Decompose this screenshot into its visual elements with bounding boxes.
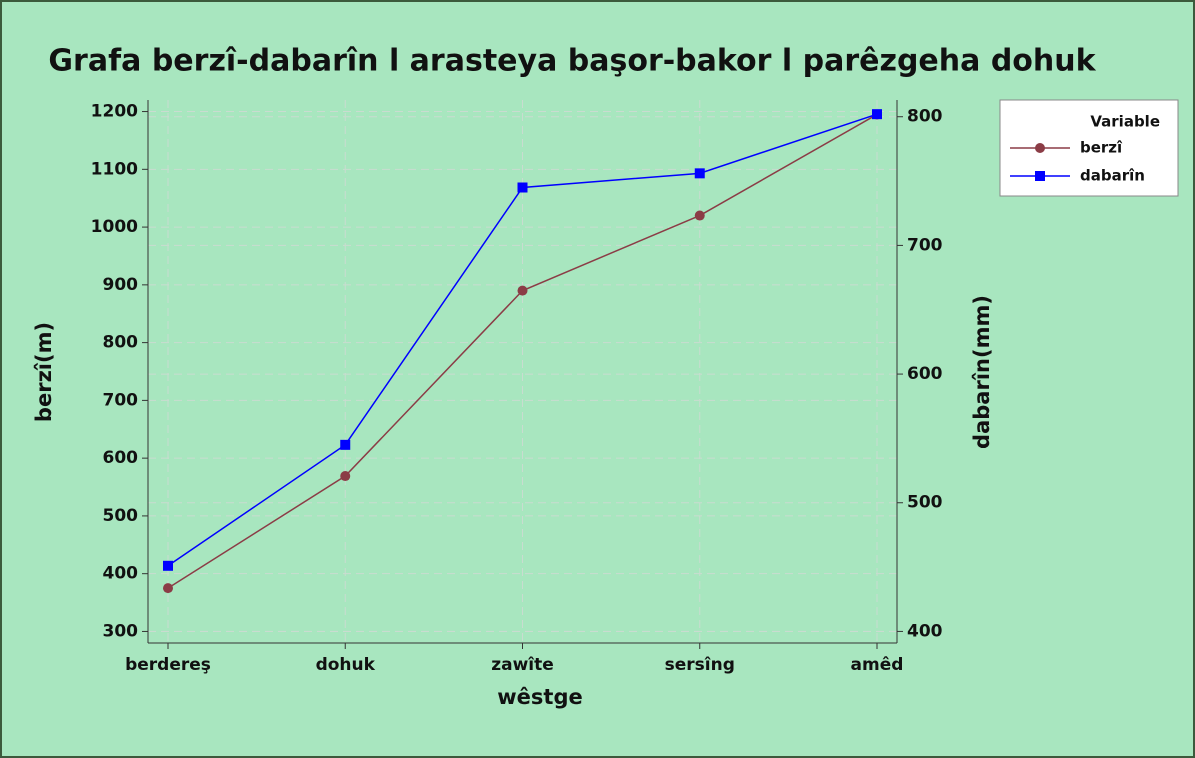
y-tick-label: 1100	[91, 159, 138, 179]
y2-tick-label: 400	[907, 621, 943, 641]
point	[872, 109, 882, 120]
legend-title: Variable	[1090, 113, 1160, 131]
y-tick-label: 600	[103, 448, 139, 468]
point	[694, 210, 705, 221]
y-axis-label: berzî(m)	[32, 322, 56, 422]
y-tick-label: 1200	[91, 102, 138, 122]
x-tick-label: sersîng	[665, 655, 735, 675]
point	[517, 182, 528, 193]
y-tick-label: 700	[103, 390, 139, 410]
x-axis-label: wêstge	[497, 685, 582, 709]
y-tick-label: 400	[103, 564, 139, 584]
y2-tick-label: 800	[907, 107, 943, 127]
point	[163, 583, 173, 594]
y-tick-label: 300	[103, 621, 139, 641]
x-tick-label: berdereş	[125, 655, 211, 675]
y2-tick-label: 700	[907, 235, 943, 255]
y2-axis-label: dabarîn(mm)	[970, 295, 994, 449]
legend-marker	[1035, 171, 1045, 181]
legend-marker	[1035, 143, 1045, 153]
point	[340, 471, 351, 482]
y-tick-label: 500	[103, 506, 139, 526]
x-tick-label: amêd	[851, 655, 904, 675]
y-tick-label: 1000	[91, 217, 138, 237]
y-tick-label: 900	[103, 275, 139, 295]
y-tick-label: 800	[103, 333, 139, 353]
point	[340, 439, 351, 450]
y2-tick-label: 600	[907, 364, 943, 384]
y2-tick-label: 500	[907, 493, 943, 513]
point	[517, 285, 528, 296]
legend-label: berzî	[1080, 139, 1123, 157]
legend-label: dabarîn	[1080, 167, 1145, 185]
x-tick-label: zawîte	[491, 655, 554, 675]
point	[694, 168, 705, 179]
point	[163, 560, 173, 571]
x-tick-label: dohuk	[316, 655, 376, 675]
chart-title: Grafa berzî-dabarîn l arasteya başor-bak…	[48, 44, 1096, 79]
